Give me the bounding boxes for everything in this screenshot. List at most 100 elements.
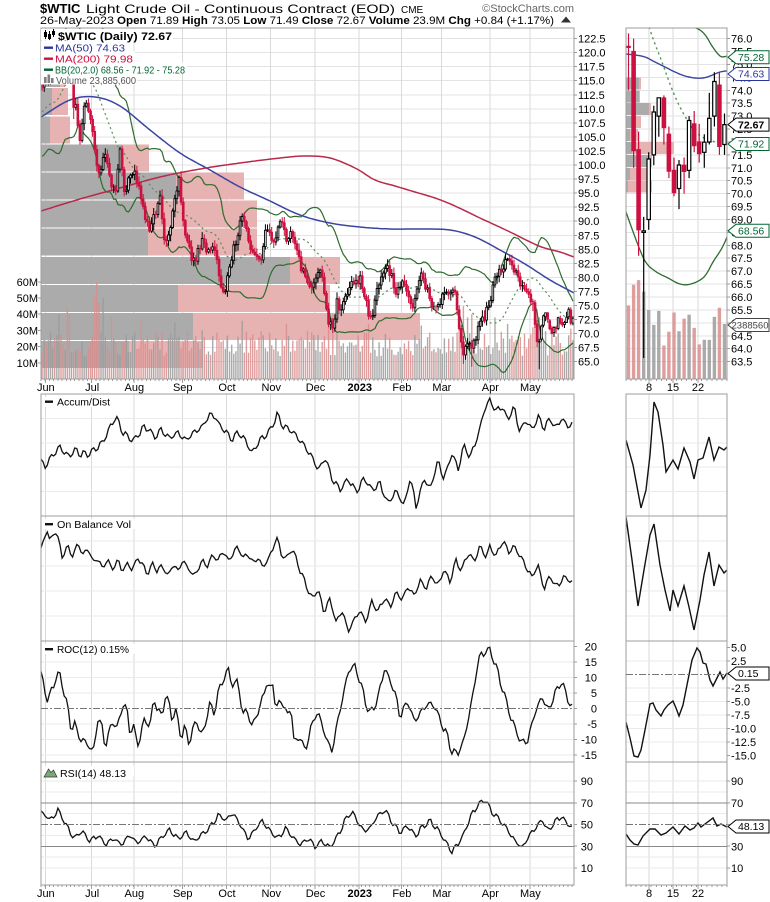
svg-text:Sep: Sep: [173, 888, 193, 900]
svg-text:69.0: 69.0: [731, 214, 752, 226]
svg-text:-10.0: -10.0: [731, 723, 756, 735]
svg-text:0.15: 0.15: [738, 668, 759, 680]
svg-text:90: 90: [581, 776, 593, 788]
svg-text:85.0: 85.0: [578, 244, 599, 256]
svg-text:70.0: 70.0: [731, 189, 752, 201]
svg-text:Nov: Nov: [261, 888, 281, 900]
svg-text:15: 15: [667, 888, 679, 900]
svg-text:RSI(14) 48.13: RSI(14) 48.13: [60, 769, 126, 780]
svg-text:Apr: Apr: [482, 888, 499, 900]
svg-text:May: May: [520, 382, 541, 394]
svg-text:87.5: 87.5: [578, 230, 599, 242]
svg-text:64.5: 64.5: [731, 331, 752, 343]
svg-text:64.0: 64.0: [731, 344, 752, 356]
svg-text:-2.5: -2.5: [731, 683, 750, 695]
svg-text:ROC(12) 0.15%: ROC(12) 0.15%: [57, 645, 129, 656]
svg-text:-15: -15: [581, 750, 597, 762]
svg-text:22: 22: [692, 888, 704, 900]
svg-text:95.0: 95.0: [578, 188, 599, 200]
svg-text:102.5: 102.5: [578, 146, 606, 158]
svg-text:Dec: Dec: [306, 382, 326, 394]
svg-text:2388560: 2388560: [732, 321, 769, 332]
svg-text:120.0: 120.0: [578, 48, 606, 60]
svg-text:65.0: 65.0: [578, 357, 599, 369]
svg-text:Dec: Dec: [306, 888, 326, 900]
svg-text:Mar: Mar: [432, 888, 451, 900]
svg-text:-5.0: -5.0: [731, 696, 750, 708]
svg-text:10M: 10M: [17, 358, 38, 370]
svg-text:Nov: Nov: [261, 382, 281, 394]
svg-text:22: 22: [692, 382, 704, 394]
svg-text:Jun: Jun: [37, 888, 55, 900]
svg-text:73.5: 73.5: [731, 98, 752, 110]
svg-text:75.0: 75.0: [578, 301, 599, 313]
svg-text:90.0: 90.0: [578, 216, 599, 228]
svg-text:67.0: 67.0: [731, 266, 752, 278]
svg-text:10: 10: [731, 863, 743, 875]
svg-text:Oct: Oct: [218, 888, 235, 900]
svg-text:105.0: 105.0: [578, 132, 606, 144]
svg-text:Apr: Apr: [482, 382, 499, 394]
svg-text:92.5: 92.5: [578, 202, 599, 214]
svg-text:122.5: 122.5: [578, 34, 606, 46]
svg-text:Feb: Feb: [392, 382, 411, 394]
svg-text:2.5: 2.5: [731, 656, 746, 668]
svg-text:-10: -10: [581, 735, 597, 747]
svg-text:20: 20: [585, 641, 597, 653]
svg-text:Aug: Aug: [125, 382, 145, 394]
svg-text:74.0: 74.0: [731, 85, 752, 97]
svg-text:10: 10: [585, 672, 597, 684]
svg-text:20M: 20M: [17, 342, 38, 354]
svg-text:40M: 40M: [17, 309, 38, 321]
svg-text:30: 30: [731, 841, 743, 853]
svg-text:$WTIC (Daily) 72.67: $WTIC (Daily) 72.67: [58, 31, 172, 43]
svg-text:110.0: 110.0: [578, 104, 605, 116]
svg-text:70: 70: [581, 798, 593, 810]
svg-text:72.67: 72.67: [738, 119, 764, 131]
svg-text:Volume 23,885,600: Volume 23,885,600: [56, 76, 136, 87]
svg-text:70: 70: [731, 798, 743, 810]
svg-text:67.5: 67.5: [578, 343, 599, 355]
svg-text:26-May-2023: 26-May-2023: [40, 15, 114, 27]
svg-text:Jul: Jul: [85, 382, 99, 394]
svg-text:©StockCharts.com: ©StockCharts.com: [482, 3, 574, 15]
svg-text:70.0: 70.0: [578, 329, 599, 341]
svg-text:Oct: Oct: [218, 382, 235, 394]
svg-text:-15.0: -15.0: [731, 750, 756, 762]
svg-text:100.0: 100.0: [578, 160, 606, 172]
svg-text:60M: 60M: [17, 277, 38, 289]
svg-text:71.92: 71.92: [738, 139, 764, 151]
svg-text:On Balance Vol: On Balance Vol: [57, 520, 131, 531]
svg-text:76.0: 76.0: [731, 34, 752, 46]
svg-text:115.0: 115.0: [578, 76, 605, 88]
svg-text:-5: -5: [587, 719, 597, 731]
svg-text:$WTIC: $WTIC: [40, 1, 81, 16]
svg-text:Aug: Aug: [125, 888, 145, 900]
svg-text:97.5: 97.5: [578, 174, 599, 186]
svg-text:71.5: 71.5: [731, 150, 752, 162]
svg-text:117.5: 117.5: [578, 62, 605, 74]
svg-text:63.5: 63.5: [731, 357, 752, 369]
svg-text:MA(200) 79.98: MA(200) 79.98: [55, 55, 134, 66]
svg-text:8: 8: [646, 382, 652, 394]
svg-text:30M: 30M: [17, 325, 38, 337]
svg-text:BB(20,2.0) 68.56 - 71.92 - 75.: BB(20,2.0) 68.56 - 71.92 - 75.28: [55, 66, 185, 77]
svg-text:66.5: 66.5: [731, 279, 752, 291]
svg-text:10: 10: [581, 863, 593, 875]
svg-text:70.5: 70.5: [731, 176, 752, 188]
svg-text:50M: 50M: [17, 293, 38, 305]
svg-text:5.0: 5.0: [731, 642, 746, 654]
svg-text:15: 15: [667, 382, 679, 394]
svg-text:71.0: 71.0: [731, 163, 752, 175]
svg-text:-12.5: -12.5: [731, 737, 756, 749]
svg-text:74.63: 74.63: [738, 69, 764, 81]
svg-text:0: 0: [591, 704, 597, 716]
svg-text:2023: 2023: [347, 382, 371, 394]
svg-text:82.5: 82.5: [578, 258, 599, 270]
svg-text:75.28: 75.28: [738, 52, 764, 64]
svg-text:68.0: 68.0: [731, 240, 752, 252]
svg-text:15: 15: [585, 657, 597, 669]
svg-text:MA(50) 74.63: MA(50) 74.63: [55, 44, 125, 55]
svg-text:-7.5: -7.5: [731, 710, 750, 722]
svg-text:Open 71.89 High 73.05 Low 71.4: Open 71.89 High 73.05 Low 71.49 Close 72…: [117, 15, 554, 27]
